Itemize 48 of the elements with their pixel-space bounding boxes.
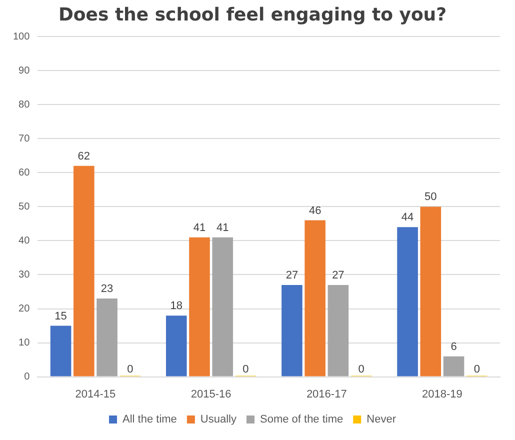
y-tick-label: 20: [18, 304, 30, 315]
bar: [443, 356, 464, 376]
data-label: 41: [193, 222, 206, 234]
legend-label: Never: [366, 414, 396, 426]
data-label: 0: [127, 363, 134, 376]
data-label: 0: [474, 363, 480, 376]
x-tick-label: 2015-16: [190, 388, 232, 400]
bar: [74, 166, 94, 376]
data-label: 50: [424, 191, 437, 204]
y-tick-label: 60: [18, 167, 30, 178]
legend-label: Usually: [200, 414, 237, 426]
bar: [282, 284, 302, 376]
data-label: 62: [78, 150, 90, 162]
data-label: 41: [216, 222, 229, 234]
data-label: 46: [308, 204, 322, 217]
data-label: 15: [54, 310, 67, 322]
x-tick-label: 2014-15: [75, 388, 116, 400]
y-tick-label: 30: [18, 269, 30, 280]
data-label: 6: [450, 340, 457, 353]
y-tick-label: 80: [18, 99, 30, 110]
bar: [189, 237, 210, 376]
chart-title: Does the school feel engaging to you?: [58, 4, 447, 26]
y-tick-label: 0: [24, 372, 30, 383]
data-label: 27: [332, 269, 344, 282]
bar: [420, 206, 442, 376]
x-tick-label: 2018-19: [422, 388, 462, 400]
y-tick-label: 10: [18, 338, 30, 349]
bar: [50, 326, 72, 376]
y-tick-label: 90: [18, 65, 30, 76]
data-label: 0: [242, 363, 249, 376]
y-tick-label: 100: [12, 31, 30, 42]
y-tick-label: 50: [18, 201, 30, 212]
data-label: 18: [170, 300, 183, 312]
legend-label: All the time: [122, 414, 177, 426]
data-label: 44: [401, 212, 414, 224]
y-tick-label: 70: [18, 133, 30, 144]
data-label: 0: [358, 363, 364, 376]
data-label: 23: [100, 283, 114, 296]
bar: [212, 237, 234, 376]
legend-label: Some of the time: [260, 414, 344, 426]
bar: [328, 284, 349, 376]
bar: [304, 220, 326, 376]
data-label: 27: [286, 269, 298, 282]
bar: [397, 227, 418, 376]
y-tick-label: 40: [18, 235, 30, 246]
x-tick-label: 2016-17: [306, 388, 347, 400]
bar: [96, 298, 118, 376]
bar: [166, 316, 187, 376]
